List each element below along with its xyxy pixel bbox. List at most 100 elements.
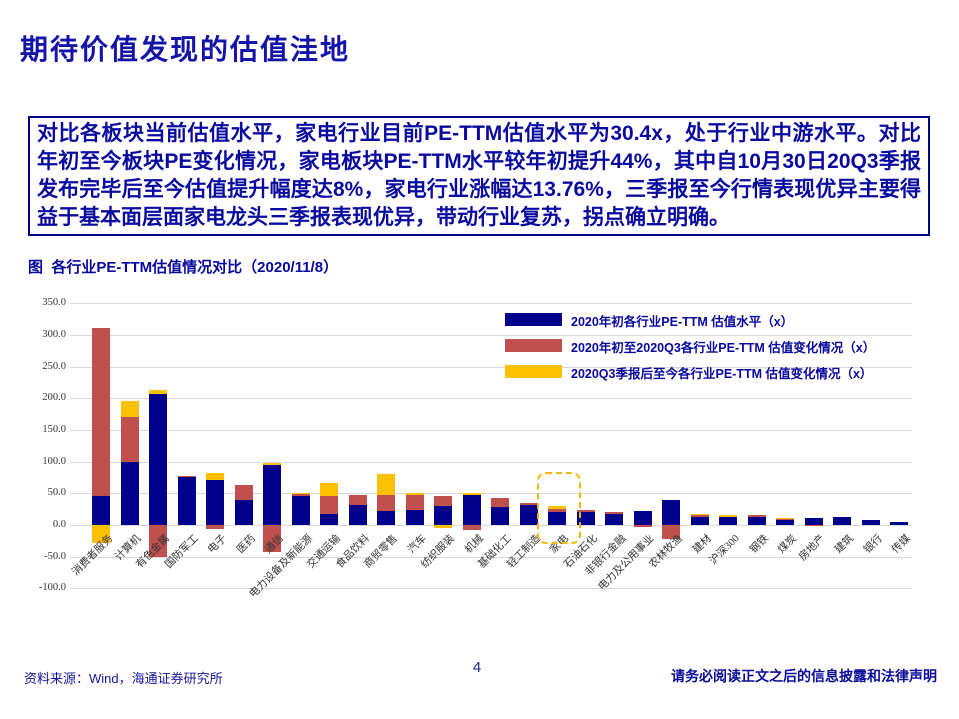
gridline [70, 588, 912, 590]
bar-segment-post-q3-change [690, 514, 709, 516]
summary-box: 对比各板块当前估值水平，家电行业目前PE-TTM估值水平为30.4x，处于行业中… [28, 116, 930, 236]
gridline [70, 398, 912, 400]
bar-segment-q3-change [576, 510, 595, 512]
y-axis-tick-label: 200.0 [42, 392, 66, 404]
bar-segment-ytd-start-level [462, 494, 481, 525]
highlight-box-home-appliance [537, 472, 581, 544]
legend-label: 2020年初各行业PE-TTM 估值水平（x） [571, 315, 794, 329]
bar-segment-q3-change [320, 495, 338, 514]
y-axis-tick-label: -100.0 [38, 582, 66, 594]
bar-segment-ytd-start-level [890, 521, 908, 525]
page-number: 4 [472, 659, 482, 676]
bar-segment-ytd-start-level [861, 519, 880, 525]
bar-segment-ytd-start-level [320, 513, 338, 525]
bar-segment-post-q3-change [149, 389, 167, 395]
summary-text: 对比各板块当前估值水平，家电行业目前PE-TTM估值水平为30.4x，处于行业中… [37, 122, 921, 229]
bar-segment-ytd-start-level [206, 479, 224, 525]
bar-segment-ytd-start-level [491, 507, 509, 525]
bar-segment-q3-change [662, 525, 680, 539]
bar-segment-ytd-start-level [776, 519, 794, 525]
bar-segment-ytd-start-level [804, 518, 823, 525]
bar-segment-ytd-start-level [833, 517, 851, 525]
bar-segment-post-q3-change [462, 492, 481, 495]
gridline [70, 493, 912, 495]
footer-source: 资料来源：Wind，海通证券研究所 [24, 671, 223, 686]
bar-segment-ytd-start-level [519, 505, 538, 525]
gridline [70, 556, 912, 558]
bar-segment-q3-change [405, 495, 424, 510]
y-axis-tick-label: 250.0 [42, 360, 66, 372]
gridline [70, 525, 912, 526]
y-axis-tick-label: -50.0 [44, 550, 66, 562]
x-axis-category-label: 建筑 [833, 533, 856, 556]
x-axis-category-label: 医药 [234, 533, 258, 556]
bar-segment-q3-change [519, 503, 538, 506]
y-axis-tick-label: 100.0 [42, 455, 66, 467]
gridline [70, 461, 912, 463]
bar-segment-post-q3-change [120, 401, 139, 417]
bar-segment-q3-change [548, 508, 566, 512]
legend-label: 2020年初至2020Q3各行业PE-TTM 估值变化情况（x） [571, 341, 876, 355]
bar-segment-post-q3-change [263, 462, 281, 465]
legend-swatch [505, 365, 562, 378]
legend-swatch [505, 313, 562, 326]
bar-segment-q3-change [747, 515, 766, 518]
bar-segment-q3-change [291, 493, 310, 496]
bar-segment-q3-change [690, 515, 709, 517]
bar-segment-ytd-start-level [120, 461, 139, 525]
bar-segment-ytd-start-level [747, 517, 766, 525]
legend-swatch [505, 339, 562, 352]
bar-segment-ytd-start-level [719, 516, 737, 525]
x-axis-category-label: 银行 [861, 533, 885, 556]
bar-segment-q3-change [263, 525, 281, 553]
bar-segment-q3-change [491, 498, 509, 508]
x-axis-category-label: 电子 [206, 533, 229, 556]
bar-segment-ytd-start-level [234, 499, 253, 525]
bar-segment-post-q3-change [291, 493, 310, 494]
x-axis-category-label: 钢铁 [747, 533, 771, 556]
page-title: 期待价值发现的估值洼地 [20, 34, 351, 65]
y-axis-tick-label: 50.0 [47, 487, 66, 499]
y-axis-tick-label: 0.0 [52, 519, 66, 530]
bar-segment-post-q3-change [548, 505, 566, 509]
bar-segment-ytd-start-level [662, 500, 680, 525]
bar-segment-ytd-start-level [263, 464, 281, 525]
bar-segment-ytd-start-level [633, 511, 652, 525]
bar-segment-q3-change [149, 525, 167, 558]
bar-segment-post-q3-change [377, 473, 395, 496]
bar-segment-post-q3-change [405, 493, 424, 496]
bar-segment-q3-change [633, 525, 652, 527]
gridline [70, 366, 912, 368]
footer-disclaimer: 请务必阅读正文之后的信息披露和法律声明 [671, 668, 937, 684]
gridline [70, 303, 912, 305]
bar-segment-q3-change [234, 485, 253, 500]
bar-segment-ytd-start-level [377, 511, 395, 525]
bar-segment-post-q3-change [434, 525, 452, 529]
bar-segment-ytd-start-level [434, 505, 452, 525]
bar-segment-ytd-start-level [92, 495, 110, 525]
bar-segment-ytd-start-level [348, 505, 367, 525]
bar-segment-ytd-start-level [690, 516, 709, 525]
bar-segment-q3-change [177, 476, 196, 478]
gridline [70, 334, 912, 336]
bar-segment-ytd-start-level [177, 477, 196, 525]
bar-segment-q3-change [434, 496, 452, 506]
bar-segment-ytd-start-level [548, 511, 566, 525]
x-axis-category-label: 传媒 [890, 533, 913, 556]
bar-segment-q3-change [92, 328, 110, 496]
bar-segment-q3-change [462, 525, 481, 531]
x-axis-category-label: 沪深300 [708, 533, 742, 567]
legend-label: 2020Q3季报后至今各行业PE-TTM 估值变化情况（x） [571, 367, 873, 381]
bar-segment-post-q3-change [206, 473, 224, 480]
bar-segment-q3-change [348, 494, 367, 506]
x-axis-category-label: 房地产 [797, 533, 828, 564]
bar-segment-ytd-start-level [405, 509, 424, 525]
bar-segment-ytd-start-level [576, 511, 595, 525]
bar-segment-q3-change [120, 416, 139, 462]
y-axis-tick-label: 150.0 [42, 423, 66, 435]
y-axis-tick-label: 350.0 [42, 297, 66, 309]
bar-segment-q3-change [605, 512, 623, 515]
chart-caption: 图 各行业PE-TTM估值情况对比（2020/11/8） [28, 259, 339, 276]
y-axis-tick-label: 300.0 [42, 328, 66, 340]
bar-segment-ytd-start-level [291, 495, 310, 525]
